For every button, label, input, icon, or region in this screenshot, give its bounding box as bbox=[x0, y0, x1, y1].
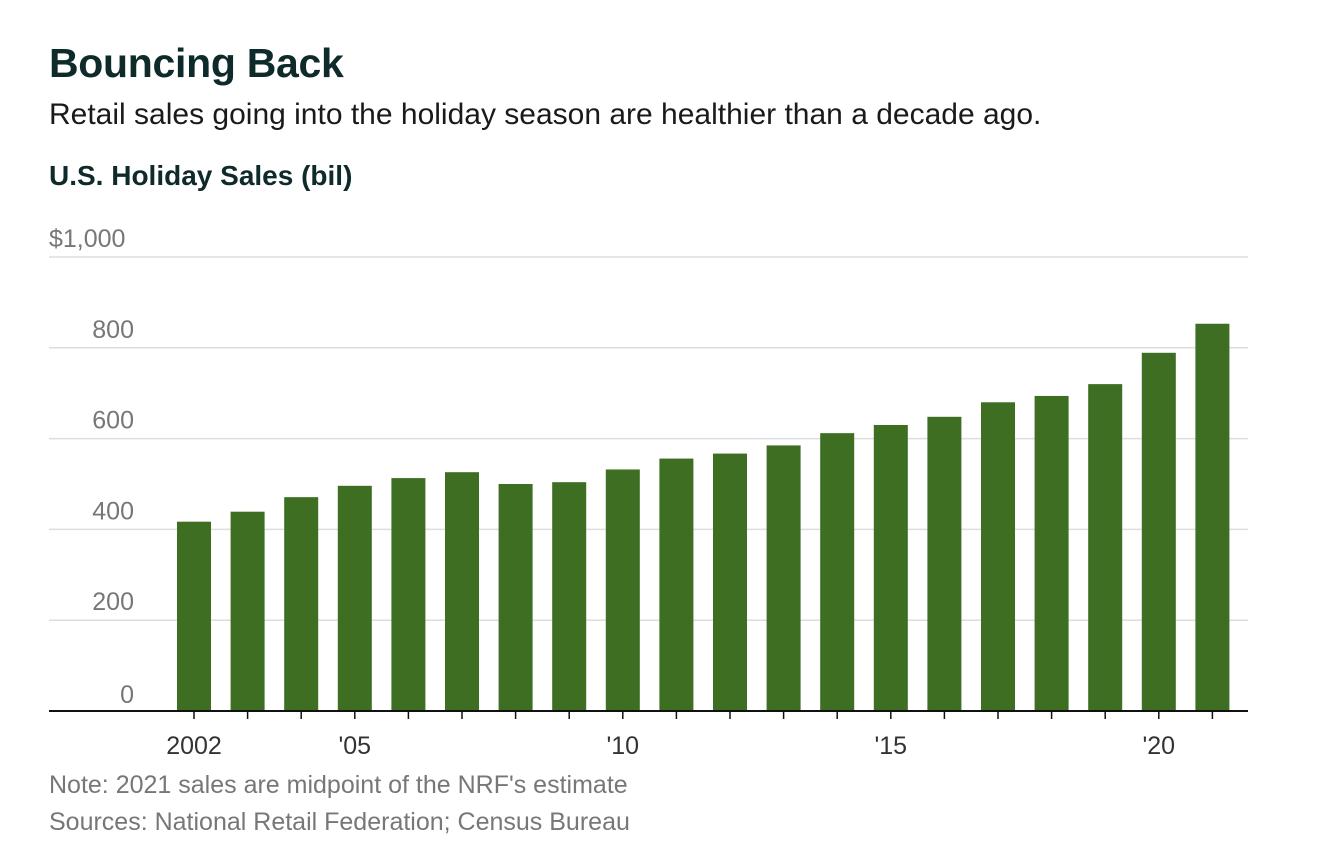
chart-title: Bouncing Back bbox=[49, 40, 344, 86]
chart-sources: Sources: National Retail Federation; Cen… bbox=[49, 808, 630, 836]
bar-2018 bbox=[1034, 395, 1069, 711]
bar-2008 bbox=[498, 484, 533, 711]
bar-2015 bbox=[873, 424, 908, 711]
bar-2020 bbox=[1141, 352, 1176, 711]
bar-2003 bbox=[230, 511, 265, 711]
x-axis bbox=[49, 710, 1248, 719]
x-tick-label: '10 bbox=[607, 732, 640, 760]
chart-note: Note: 2021 sales are midpoint of the NRF… bbox=[49, 771, 628, 799]
bar-2009 bbox=[552, 482, 587, 711]
x-tick-label: 2002 bbox=[166, 732, 222, 760]
y-tick-label: 200 bbox=[92, 588, 134, 616]
y-axis-ticks: 0 200 400 600 800 $1,000 bbox=[49, 225, 134, 709]
x-tick-label: '05 bbox=[339, 732, 372, 760]
bar-2006 bbox=[391, 478, 426, 711]
y-tick-label: 600 bbox=[92, 407, 134, 435]
bar-2014 bbox=[820, 433, 855, 711]
bar-2005 bbox=[337, 485, 372, 711]
bar-2016 bbox=[927, 416, 962, 711]
x-tick-label: '15 bbox=[875, 732, 908, 760]
x-axis-ticks: 2002 '05 '10 '15 '20 bbox=[166, 732, 1175, 760]
bar-2010 bbox=[605, 469, 640, 711]
bar-2002 bbox=[177, 521, 211, 711]
bar-2013 bbox=[766, 445, 801, 711]
bar-2012 bbox=[713, 453, 747, 711]
y-tick-label: $1,000 bbox=[49, 225, 125, 253]
bars bbox=[177, 323, 1230, 711]
y-tick-label: 800 bbox=[92, 316, 134, 344]
bar-2019 bbox=[1088, 384, 1123, 711]
y-tick-label: 0 bbox=[120, 681, 134, 709]
bar-2017 bbox=[981, 402, 1015, 711]
bar-2021 bbox=[1195, 323, 1230, 711]
bar-2007 bbox=[445, 472, 479, 711]
y-tick-label: 400 bbox=[92, 497, 134, 525]
x-tick-label: '20 bbox=[1143, 732, 1176, 760]
y-axis-label: U.S. Holiday Sales (bil) bbox=[49, 160, 353, 191]
bar-2004 bbox=[284, 497, 319, 711]
chart-subtitle: Retail sales going into the holiday seas… bbox=[49, 98, 1042, 131]
bar-2011 bbox=[659, 458, 694, 711]
